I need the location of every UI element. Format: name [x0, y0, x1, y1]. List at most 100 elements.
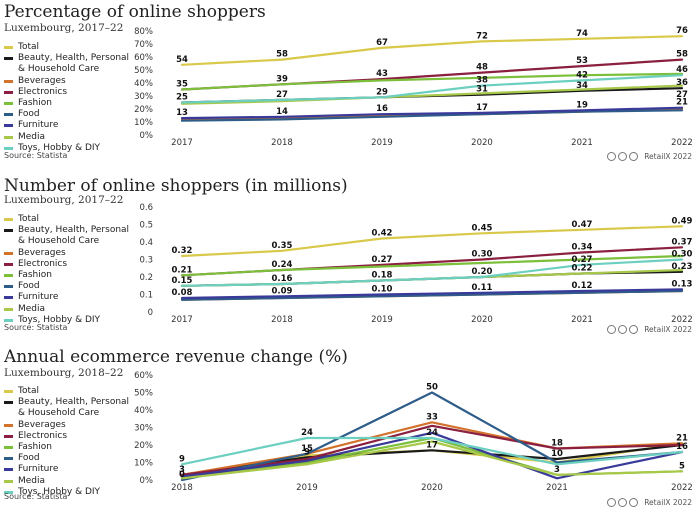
legend-swatch	[4, 490, 13, 494]
legend-swatch	[4, 251, 13, 255]
legend-item: Beverages	[4, 248, 154, 259]
chart-svg-revenue-change: 0% 10% 20% 30% 40% 50% 60% 2018 2019 2020 2021 2022…	[134, 371, 693, 493]
data-label: 35	[176, 80, 188, 90]
series-line	[180, 109, 684, 122]
data-label: 27	[276, 90, 288, 100]
legend-label: Toys, Hobby & DIY	[18, 142, 101, 153]
data-label: 0.42	[372, 229, 393, 239]
data-label: 58	[676, 50, 688, 60]
legend-label: Toys, Hobby & DIY	[18, 314, 101, 325]
data-label: 58	[276, 50, 288, 60]
data-label: 74	[576, 29, 588, 39]
y-tick-label: 30%	[134, 92, 153, 102]
legend-label: Beverages	[18, 419, 66, 430]
legend-item: Toys, Hobby & DIY	[4, 315, 154, 326]
data-label: 14	[276, 107, 288, 117]
legend-label: Media	[18, 303, 46, 314]
legend-swatch	[4, 468, 13, 472]
y-tick-label: 20%	[134, 105, 153, 115]
data-label: 0.27	[372, 255, 393, 265]
legend-swatch	[4, 446, 13, 450]
data-label: 38	[476, 76, 488, 86]
legend-item: Food	[4, 453, 154, 464]
series-line	[180, 84, 684, 105]
legend-swatch	[4, 46, 13, 49]
legend-label: Furniture	[18, 464, 59, 475]
legend-item: Beauty, Health, Personal & Household Car…	[4, 397, 154, 419]
x-tick-label: 2021	[571, 138, 593, 148]
chart-svg-percentage: 0% 10% 20% 30% 40% 50% 60% 70% 80% 2017 2018 2019 20…	[134, 26, 693, 148]
credit-text: RetailX 2022	[644, 152, 692, 161]
y-tick-label: 10%	[134, 459, 153, 469]
legend-swatch	[4, 479, 13, 483]
data-label: 0.13	[672, 279, 693, 289]
data-label: 24	[426, 428, 438, 438]
legend-label: Electronics	[18, 430, 68, 441]
chart-title: Annual ecommerce revenue change (%)	[4, 347, 348, 367]
legend-label: Beauty, Health, Personal & Household Car…	[18, 397, 130, 419]
y-tick-label: 0.5	[139, 221, 153, 231]
data-label: 36	[676, 78, 688, 88]
data-label: 5	[679, 461, 685, 471]
data-label: 67	[376, 38, 388, 48]
cc-icon	[607, 152, 617, 161]
legend-label: Toys, Hobby & DIY	[18, 486, 101, 497]
data-label: 19	[576, 100, 588, 110]
data-label: 76	[676, 26, 688, 36]
legend-label: Food	[18, 109, 40, 120]
y-tick-label: 70%	[134, 40, 153, 50]
chart-panel-percentage: Percentage of online shoppers Luxembourg…	[0, 0, 700, 172]
legend-label: Total	[18, 42, 40, 52]
x-tick-label: 2017	[171, 315, 193, 325]
legend-swatch	[4, 457, 13, 461]
legend-swatch	[4, 146, 13, 150]
legend-swatch	[4, 57, 13, 61]
data-label: 10	[551, 449, 563, 459]
legend-item: Furniture	[4, 292, 154, 303]
legend-label: Electronics	[18, 86, 68, 97]
y-tick-label: 0.1	[139, 291, 153, 301]
legend-item: Furniture	[4, 464, 154, 475]
data-label: 15	[301, 444, 313, 454]
series-line	[180, 74, 684, 104]
legend-item: Fashion	[4, 98, 154, 109]
y-tick-label: 40%	[134, 79, 153, 89]
y-tick-label: 40%	[134, 406, 153, 416]
legend-item: Electronics	[4, 431, 154, 442]
legend-swatch	[4, 124, 13, 128]
nd-icon	[629, 498, 639, 507]
series-line	[180, 258, 684, 287]
data-label: 0.35	[272, 241, 293, 251]
chart-panel-number: Number of online shoppers (in millions) …	[0, 172, 700, 346]
x-tick-label: 2020	[471, 138, 493, 148]
legend-item: Toys, Hobby & DIY	[4, 143, 154, 154]
series-line	[180, 72, 684, 91]
data-label: 0.11	[472, 283, 493, 293]
legend-swatch	[4, 296, 13, 300]
x-tick-label: 2018	[271, 138, 293, 148]
chart-svg-number: 0 0.1 0.2 0.3 0.4 0.5 0.6 2017 2018 2019 2020 2021 2…	[139, 203, 693, 325]
data-label: 0.24	[272, 260, 293, 270]
legend-item: Electronics	[4, 259, 154, 270]
legend-item: Food	[4, 281, 154, 292]
legend-label: Fashion	[18, 270, 52, 281]
data-label: 9	[179, 454, 185, 464]
chart-title: Number of online shoppers (in millions)	[4, 176, 348, 196]
legend-swatch	[4, 135, 13, 139]
data-label: 18	[551, 439, 563, 449]
data-label: 0.08	[172, 288, 193, 298]
x-tick-label: 2019	[296, 483, 318, 493]
data-label: 0.15	[172, 276, 193, 286]
chart-subtitle: Luxembourg, 2018–22	[4, 367, 124, 379]
data-label: 0.20	[472, 267, 493, 277]
legend-item: Total	[4, 214, 154, 225]
y-tick-label: 60%	[134, 371, 153, 381]
x-tick-label: 2020	[471, 315, 493, 325]
x-tick-label: 2019	[371, 315, 393, 325]
x-tick-label: 2021	[546, 483, 568, 493]
legend-swatch	[4, 229, 13, 233]
data-label: 0.18	[372, 271, 393, 281]
data-label: 50	[426, 383, 438, 393]
data-label: 54	[176, 55, 188, 65]
legend-label: Media	[18, 131, 46, 142]
